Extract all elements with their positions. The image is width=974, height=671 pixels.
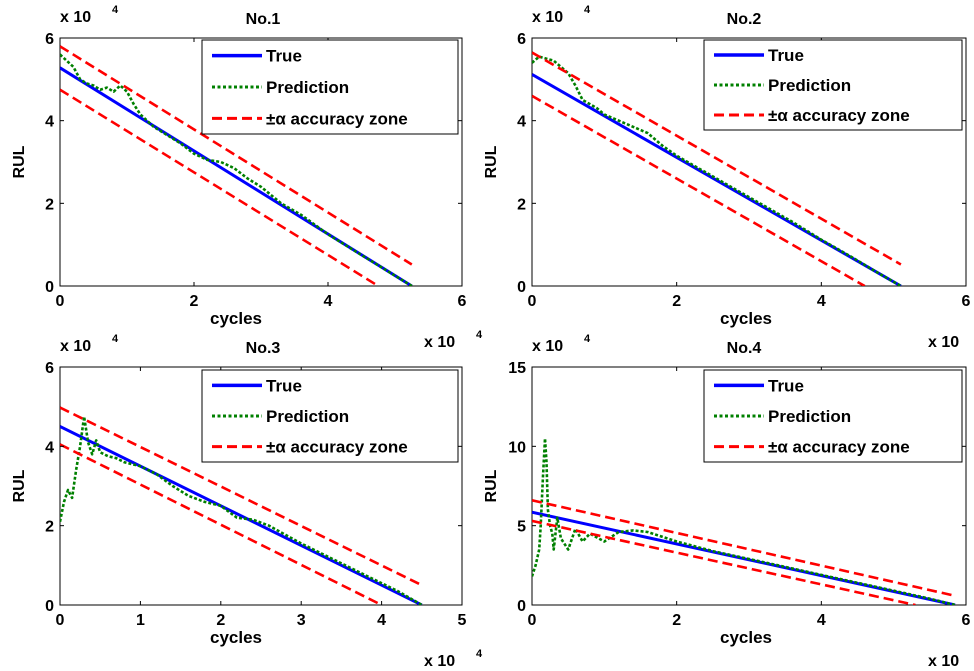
series-solid-line <box>60 66 413 286</box>
x-tick-label: 4 <box>817 612 826 629</box>
legend-label: Prediction <box>266 78 349 97</box>
legend-label: True <box>266 47 302 66</box>
y-tick-label: 4 <box>45 114 54 131</box>
series-dotted-line <box>60 415 423 605</box>
panel-3: 0 1 2 3 4 5 0 2 4 6 No.3 RUL cycles x 10 4 x 10 4 True Pre… <box>11 333 483 670</box>
legend: True Prediction ±α accuracy zone <box>703 369 963 463</box>
x-axis-label: cycles <box>720 628 772 647</box>
series-dotted-line <box>532 55 902 286</box>
series-dashed-line <box>60 88 379 286</box>
series-dotted-line <box>60 53 413 286</box>
y-tick-label: 2 <box>517 196 526 213</box>
y-tick-label: 0 <box>45 598 54 615</box>
y-multiplier: x 10 <box>60 9 91 26</box>
y-tick-label: 6 <box>45 360 54 377</box>
series-group <box>60 45 413 286</box>
y-tick-label: 0 <box>517 279 526 296</box>
x-tick-label: 2 <box>672 612 681 629</box>
chart-title: No.3 <box>246 340 281 357</box>
y-tick-label: 4 <box>517 114 526 131</box>
series-dashed-line <box>60 45 413 266</box>
legend-label: ±α accuracy zone <box>266 109 408 128</box>
series-dashed-line <box>532 94 866 286</box>
legend-label: True <box>768 376 804 395</box>
legend-label: Prediction <box>768 407 851 426</box>
legend-label: Prediction <box>266 407 349 426</box>
x-tick-label: 3 <box>297 612 306 629</box>
series-group <box>532 437 956 605</box>
x-tick-label: 0 <box>56 612 65 629</box>
chart-title: No.2 <box>727 11 762 28</box>
x-multiplier: x 10 <box>424 334 455 351</box>
x-tick-label: 0 <box>528 612 537 629</box>
y-tick-label: 15 <box>508 360 526 377</box>
chart-title: No.1 <box>246 11 281 28</box>
y-multiplier-exponent: 4 <box>584 4 591 16</box>
x-tick-label: 2 <box>190 293 199 310</box>
y-tick-label: 10 <box>508 439 526 456</box>
x-axis-label: cycles <box>720 309 772 328</box>
y-axis-label: RUL <box>483 145 500 178</box>
x-tick-label: 4 <box>817 293 826 310</box>
y-multiplier-exponent: 4 <box>584 333 591 345</box>
panel-2: 0 2 4 6 0 2 4 6 No.2 RUL cycles x 10 4 x 10 4 True Predi… <box>483 4 971 351</box>
y-multiplier: x 10 <box>532 338 563 355</box>
x-tick-label: 5 <box>458 612 467 629</box>
x-tick-label: 2 <box>672 293 681 310</box>
x-axis-label: cycles <box>210 628 262 647</box>
series-dashed-line <box>532 519 916 605</box>
y-multiplier-exponent: 4 <box>112 4 119 16</box>
chart-title: No.4 <box>727 340 762 357</box>
legend-label: ±α accuracy zone <box>768 438 910 457</box>
x-tick-label: 6 <box>962 293 971 310</box>
legend-label: True <box>266 376 302 395</box>
y-tick-label: 6 <box>517 31 526 48</box>
x-multiplier: x 10 <box>424 653 455 670</box>
x-tick-label: 0 <box>56 293 65 310</box>
legend: True Prediction ±α accuracy zone <box>703 39 963 131</box>
x-multiplier: x 10 <box>928 653 959 670</box>
x-multiplier-exponent: 4 <box>476 648 483 660</box>
series-dotted-line <box>532 437 956 605</box>
y-multiplier: x 10 <box>60 338 91 355</box>
y-tick-label: 0 <box>45 279 54 296</box>
y-axis-label: RUL <box>11 469 28 502</box>
x-axis-label: cycles <box>210 309 262 328</box>
y-axis-label: RUL <box>483 469 500 502</box>
x-tick-label: 4 <box>324 293 333 310</box>
x-tick-label: 6 <box>458 293 467 310</box>
series-dashed-line <box>532 499 956 598</box>
y-tick-label: 5 <box>517 519 526 536</box>
series-solid-line <box>60 425 423 605</box>
legend-label: ±α accuracy zone <box>266 438 408 457</box>
y-tick-label: 0 <box>517 598 526 615</box>
y-tick-label: 4 <box>45 439 54 456</box>
x-multiplier: x 10 <box>928 334 959 351</box>
series-dashed-line <box>532 51 902 266</box>
x-tick-label: 2 <box>216 612 225 629</box>
legend: True Prediction ±α accuracy zone <box>201 369 459 463</box>
legend-label: True <box>768 46 804 65</box>
x-tick-label: 0 <box>528 293 537 310</box>
legend-label: Prediction <box>768 76 851 95</box>
x-tick-label: 6 <box>962 612 971 629</box>
panel-1: 0 2 4 6 0 2 4 6 No.1 RUL cycles x 10 4 x 10 4 True Predi… <box>11 4 483 351</box>
legend-label: ±α accuracy zone <box>768 106 910 125</box>
x-tick-label: 1 <box>136 612 145 629</box>
series-group <box>60 406 423 605</box>
legend: True Prediction ±α accuracy zone <box>201 39 459 135</box>
y-tick-label: 2 <box>45 519 54 536</box>
x-tick-label: 4 <box>377 612 386 629</box>
x-multiplier-exponent: 4 <box>476 329 483 341</box>
series-dashed-line <box>60 406 423 587</box>
y-tick-label: 2 <box>45 196 54 213</box>
y-multiplier: x 10 <box>532 9 563 26</box>
y-tick-label: 6 <box>45 31 54 48</box>
y-multiplier-exponent: 4 <box>112 333 119 345</box>
series-group <box>532 51 902 286</box>
y-axis-label: RUL <box>11 145 28 178</box>
